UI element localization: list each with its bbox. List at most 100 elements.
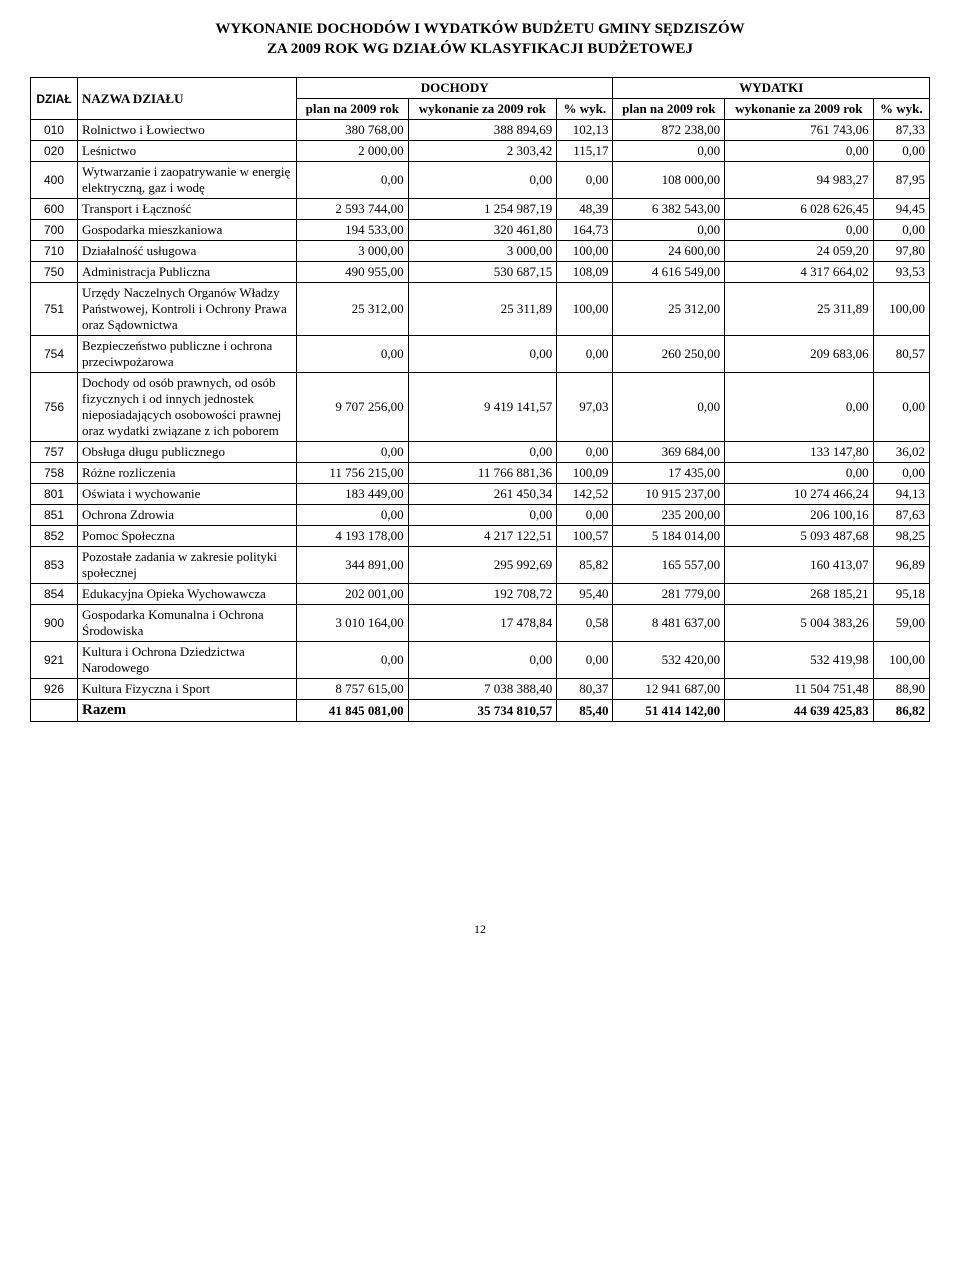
cell-dzial: 758	[31, 463, 78, 484]
cell-dzial: 700	[31, 220, 78, 241]
cell-d-pct: 0,00	[557, 505, 613, 526]
cell-d-pct: 108,09	[557, 262, 613, 283]
th-dochody: DOCHODY	[297, 78, 613, 99]
cell-w-plan: 6 382 543,00	[613, 199, 725, 220]
cell-w-pct: 87,33	[873, 120, 929, 141]
cell-w-pct: 94,45	[873, 199, 929, 220]
cell-d-plan: 3 010 164,00	[297, 605, 409, 642]
cell-d-plan: 11 756 215,00	[297, 463, 409, 484]
cell-w-plan: 235 200,00	[613, 505, 725, 526]
cell-w-plan: 8 481 637,00	[613, 605, 725, 642]
cell-w-pct: 87,63	[873, 505, 929, 526]
cell-nazwa: Gospodarka mieszkaniowa	[78, 220, 297, 241]
cell-w-wyk: 0,00	[725, 141, 874, 162]
table-row: 758Różne rozliczenia11 756 215,0011 766 …	[31, 463, 930, 484]
th-w-plan: plan na 2009 rok	[613, 99, 725, 120]
cell-w-wyk: 160 413,07	[725, 547, 874, 584]
cell-d-pct: 0,58	[557, 605, 613, 642]
cell-w-plan: 872 238,00	[613, 120, 725, 141]
cell-dzial: 750	[31, 262, 78, 283]
th-w-pct: % wyk.	[873, 99, 929, 120]
cell-dzial: 851	[31, 505, 78, 526]
cell-d-wyk: 0,00	[408, 442, 557, 463]
table-row: 750Administracja Publiczna490 955,00530 …	[31, 262, 930, 283]
cell-w-wyk: 0,00	[725, 220, 874, 241]
cell-w-wyk: 24 059,20	[725, 241, 874, 262]
table-row: 801Oświata i wychowanie183 449,00261 450…	[31, 484, 930, 505]
cell-d-pct: 100,09	[557, 463, 613, 484]
cell-d-wyk: 2 303,42	[408, 141, 557, 162]
table-row: 757Obsługa długu publicznego0,000,000,00…	[31, 442, 930, 463]
cell-d-wyk: 25 311,89	[408, 283, 557, 336]
cell-w-pct: 94,13	[873, 484, 929, 505]
cell-dzial: 757	[31, 442, 78, 463]
title-line-2: ZA 2009 ROK WG DZIAŁÓW KLASYFIKACJI BUDŻ…	[267, 41, 693, 57]
table-row: 851Ochrona Zdrowia0,000,000,00235 200,00…	[31, 505, 930, 526]
cell-nazwa: Kultura Fizyczna i Sport	[78, 679, 297, 700]
cell-d-plan: 0,00	[297, 162, 409, 199]
cell-d-wyk: 17 478,84	[408, 605, 557, 642]
cell-d-pct: 0,00	[557, 336, 613, 373]
cell-d-plan: 490 955,00	[297, 262, 409, 283]
cell-w-pct: 88,90	[873, 679, 929, 700]
cell-w-pct: 96,89	[873, 547, 929, 584]
th-dzial: DZIAŁ	[31, 78, 78, 120]
cell-d-plan: 9 707 256,00	[297, 373, 409, 442]
cell-d-plan: 0,00	[297, 336, 409, 373]
cell-dzial: 020	[31, 141, 78, 162]
cell-total-w-pct: 86,82	[873, 700, 929, 722]
cell-total-w-plan: 51 414 142,00	[613, 700, 725, 722]
cell-nazwa: Leśnictwo	[78, 141, 297, 162]
cell-d-pct: 100,00	[557, 283, 613, 336]
cell-w-plan: 281 779,00	[613, 584, 725, 605]
table-row: 600Transport i Łączność2 593 744,001 254…	[31, 199, 930, 220]
cell-d-plan: 2 000,00	[297, 141, 409, 162]
cell-w-wyk: 25 311,89	[725, 283, 874, 336]
cell-d-plan: 0,00	[297, 442, 409, 463]
cell-w-pct: 36,02	[873, 442, 929, 463]
cell-w-plan: 4 616 549,00	[613, 262, 725, 283]
cell-w-wyk: 11 504 751,48	[725, 679, 874, 700]
th-d-wyk: wykonanie za 2009 rok	[408, 99, 557, 120]
cell-nazwa: Bezpieczeństwo publiczne i ochrona przec…	[78, 336, 297, 373]
cell-dzial: 756	[31, 373, 78, 442]
cell-w-pct: 97,80	[873, 241, 929, 262]
cell-w-pct: 0,00	[873, 220, 929, 241]
cell-dzial: 400	[31, 162, 78, 199]
cell-dzial: 751	[31, 283, 78, 336]
cell-w-pct: 80,57	[873, 336, 929, 373]
table-row: 020Leśnictwo2 000,002 303,42115,170,000,…	[31, 141, 930, 162]
cell-d-plan: 0,00	[297, 642, 409, 679]
cell-w-plan: 17 435,00	[613, 463, 725, 484]
cell-dzial: 853	[31, 547, 78, 584]
table-row: 700Gospodarka mieszkaniowa194 533,00320 …	[31, 220, 930, 241]
cell-d-plan: 8 757 615,00	[297, 679, 409, 700]
cell-d-plan: 0,00	[297, 505, 409, 526]
th-w-wyk: wykonanie za 2009 rok	[725, 99, 874, 120]
cell-d-plan: 183 449,00	[297, 484, 409, 505]
cell-d-wyk: 4 217 122,51	[408, 526, 557, 547]
cell-w-wyk: 0,00	[725, 373, 874, 442]
cell-w-pct: 98,25	[873, 526, 929, 547]
table-row: 710Działalność usługowa3 000,003 000,001…	[31, 241, 930, 262]
cell-w-plan: 165 557,00	[613, 547, 725, 584]
cell-nazwa: Administracja Publiczna	[78, 262, 297, 283]
cell-d-wyk: 261 450,34	[408, 484, 557, 505]
cell-w-plan: 369 684,00	[613, 442, 725, 463]
cell-nazwa: Wytwarzanie i zaopatrywanie w energię el…	[78, 162, 297, 199]
cell-d-wyk: 320 461,80	[408, 220, 557, 241]
cell-nazwa: Działalność usługowa	[78, 241, 297, 262]
th-d-plan: plan na 2009 rok	[297, 99, 409, 120]
cell-w-wyk: 4 317 664,02	[725, 262, 874, 283]
cell-w-wyk: 10 274 466,24	[725, 484, 874, 505]
cell-dzial: 010	[31, 120, 78, 141]
cell-d-plan: 344 891,00	[297, 547, 409, 584]
cell-d-wyk: 0,00	[408, 642, 557, 679]
cell-dzial: 801	[31, 484, 78, 505]
cell-d-pct: 0,00	[557, 442, 613, 463]
cell-w-wyk: 532 419,98	[725, 642, 874, 679]
cell-w-pct: 0,00	[873, 373, 929, 442]
cell-w-wyk: 5 004 383,26	[725, 605, 874, 642]
table-row: 754Bezpieczeństwo publiczne i ochrona pr…	[31, 336, 930, 373]
cell-nazwa: Gospodarka Komunalna i Ochrona Środowisk…	[78, 605, 297, 642]
